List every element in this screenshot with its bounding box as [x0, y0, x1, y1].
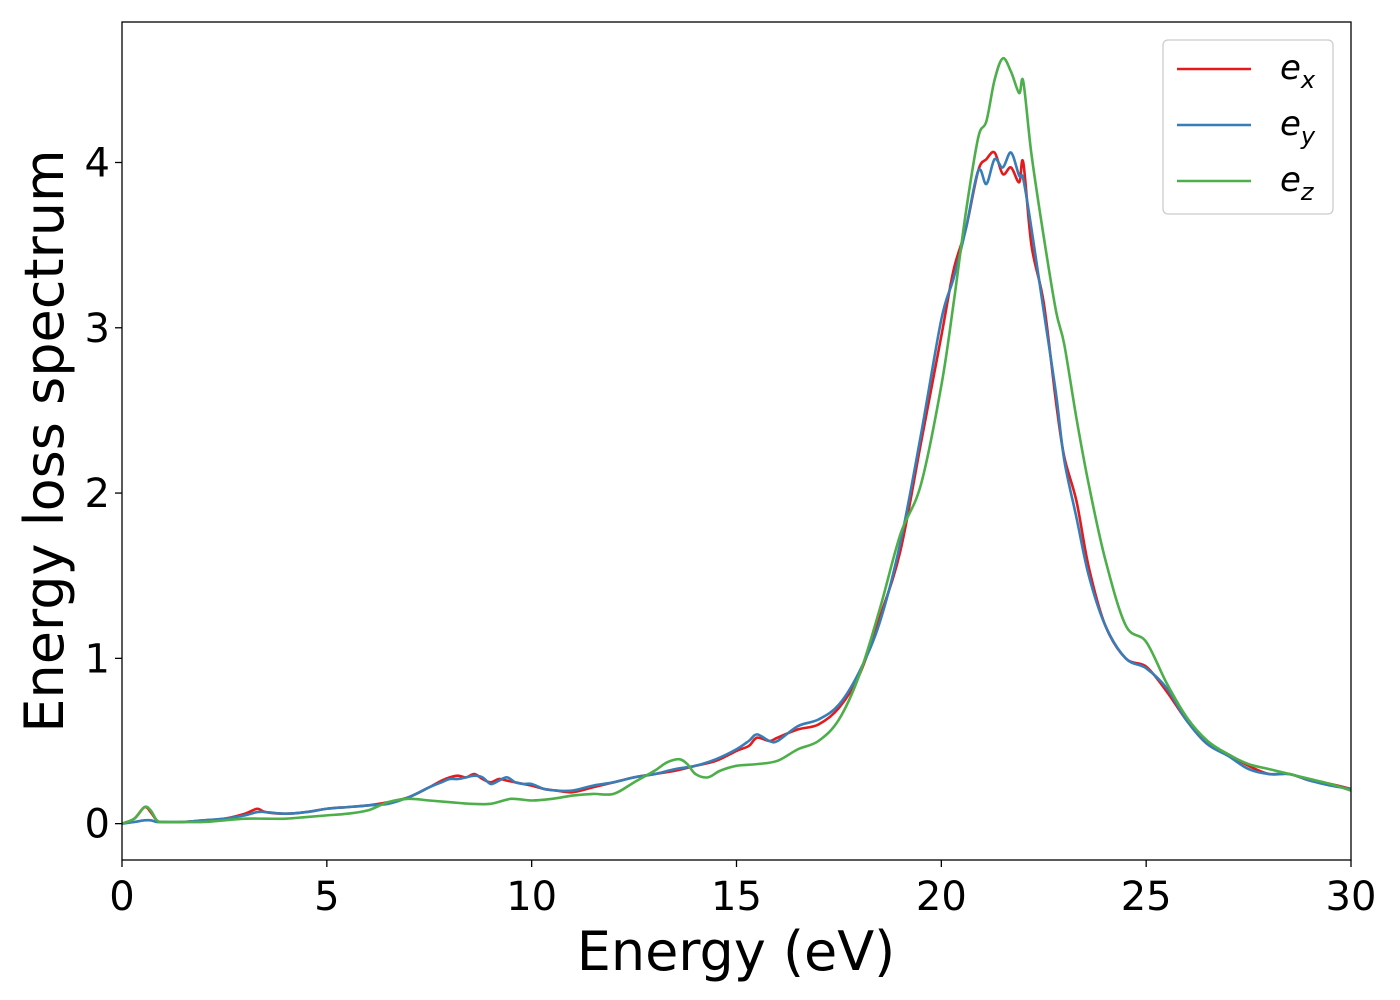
x-tick-label: 10 — [506, 874, 557, 920]
lines-layer — [122, 56, 1351, 825]
y-axis-ticks: 0 1 2 3 4 — [85, 140, 122, 848]
legend: ex ey ez — [1162, 39, 1334, 215]
legend-label-e-x: ex — [1280, 48, 1316, 94]
x-tick-label: 5 — [314, 874, 339, 920]
y-tick-label: 0 — [85, 802, 110, 848]
y-tick-label: 3 — [85, 306, 110, 352]
y-axis-label: Energy loss spectrum — [13, 149, 76, 732]
x-tick-label: 20 — [916, 874, 967, 920]
x-tick-label: 0 — [109, 874, 134, 920]
legend-label-e-z: ez — [1280, 160, 1315, 206]
y-tick-label: 1 — [85, 636, 110, 682]
legend-label-e-y: ey — [1280, 104, 1316, 150]
x-tick-label: 15 — [711, 874, 762, 920]
x-tick-label: 25 — [1121, 874, 1172, 920]
series-line-e-z — [122, 56, 1351, 825]
plot-area — [122, 22, 1351, 860]
legend-frame — [1162, 39, 1334, 215]
y-tick-label: 2 — [85, 471, 110, 517]
x-axis-label: Energy (eV) — [577, 920, 896, 983]
x-axis-ticks: 0 5 10 15 20 25 30 — [109, 860, 1376, 920]
y-tick-label: 4 — [85, 140, 110, 186]
x-tick-label: 30 — [1326, 874, 1377, 920]
series-line-e-y — [122, 151, 1351, 825]
